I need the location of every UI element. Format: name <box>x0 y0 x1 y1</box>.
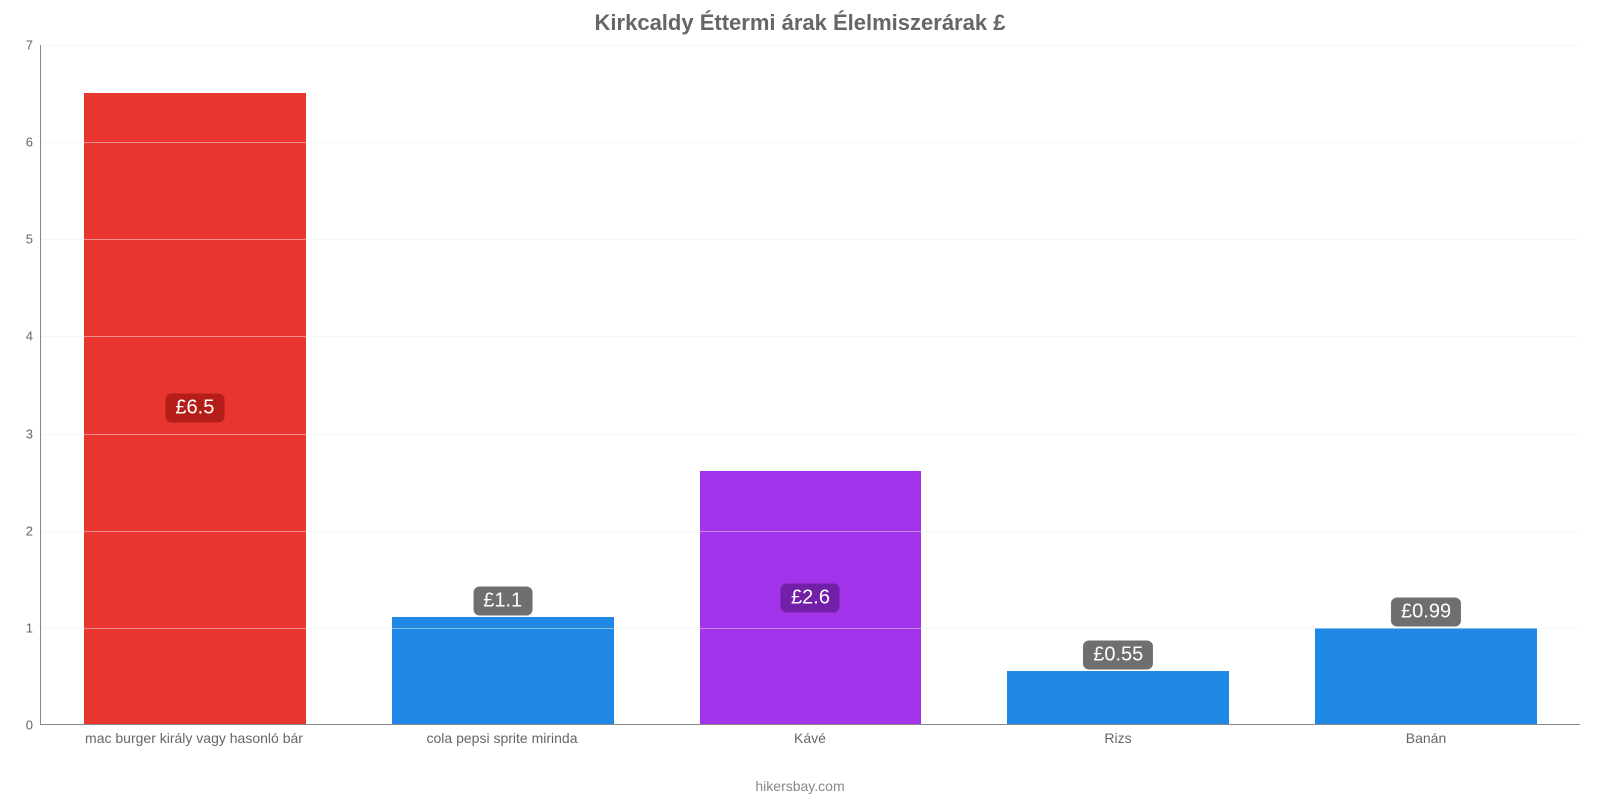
bar: £6.5 <box>84 93 306 724</box>
price-bar-chart: Kirkcaldy Éttermi árak Élelmiszerárak £ … <box>0 0 1600 800</box>
x-axis-label: mac burger király vagy hasonló bár <box>40 730 348 746</box>
value-badge: £0.99 <box>1391 597 1461 626</box>
value-badge: £1.1 <box>473 587 532 616</box>
x-axis-label: Rizs <box>964 730 1272 746</box>
value-badge: £6.5 <box>165 394 224 423</box>
y-tick-label: 6 <box>26 135 33 150</box>
bar-slot: £2.6 <box>657 45 965 724</box>
y-tick-label: 7 <box>26 38 33 53</box>
gridline <box>41 628 1580 629</box>
bar: £2.6 <box>700 471 922 724</box>
y-tick-label: 1 <box>26 620 33 635</box>
x-axis-label: Banán <box>1272 730 1580 746</box>
bar: £0.99 <box>1315 628 1537 724</box>
bar: £0.55 <box>1007 671 1229 724</box>
y-tick-label: 2 <box>26 523 33 538</box>
bars-container: £6.5 £1.1 £2.6 £0.55 £0.99 <box>41 45 1580 724</box>
bar-slot: £0.99 <box>1272 45 1580 724</box>
y-tick-label: 5 <box>26 232 33 247</box>
bar-slot: £1.1 <box>349 45 657 724</box>
gridline <box>41 434 1580 435</box>
plot-area: £6.5£1.1£2.6£0.55£0.99 01234567 <box>40 45 1580 725</box>
x-axis-labels: mac burger király vagy hasonló bárcola p… <box>40 730 1580 746</box>
bar-slot: £6.5 <box>41 45 349 724</box>
value-badge: £2.6 <box>781 583 840 612</box>
y-tick-label: 4 <box>26 329 33 344</box>
bar-slot: £0.55 <box>964 45 1272 724</box>
chart-title: Kirkcaldy Éttermi árak Élelmiszerárak £ <box>0 10 1600 36</box>
value-badge: £0.55 <box>1083 640 1153 669</box>
x-axis-label: Kávé <box>656 730 964 746</box>
gridline <box>41 239 1580 240</box>
x-axis-label: cola pepsi sprite mirinda <box>348 730 656 746</box>
gridline <box>41 336 1580 337</box>
gridline <box>41 142 1580 143</box>
gridline <box>41 45 1580 46</box>
y-tick-label: 3 <box>26 426 33 441</box>
chart-footer: hikersbay.com <box>0 778 1600 794</box>
bar: £1.1 <box>392 617 614 724</box>
gridline <box>41 531 1580 532</box>
y-tick-label: 0 <box>26 718 33 733</box>
